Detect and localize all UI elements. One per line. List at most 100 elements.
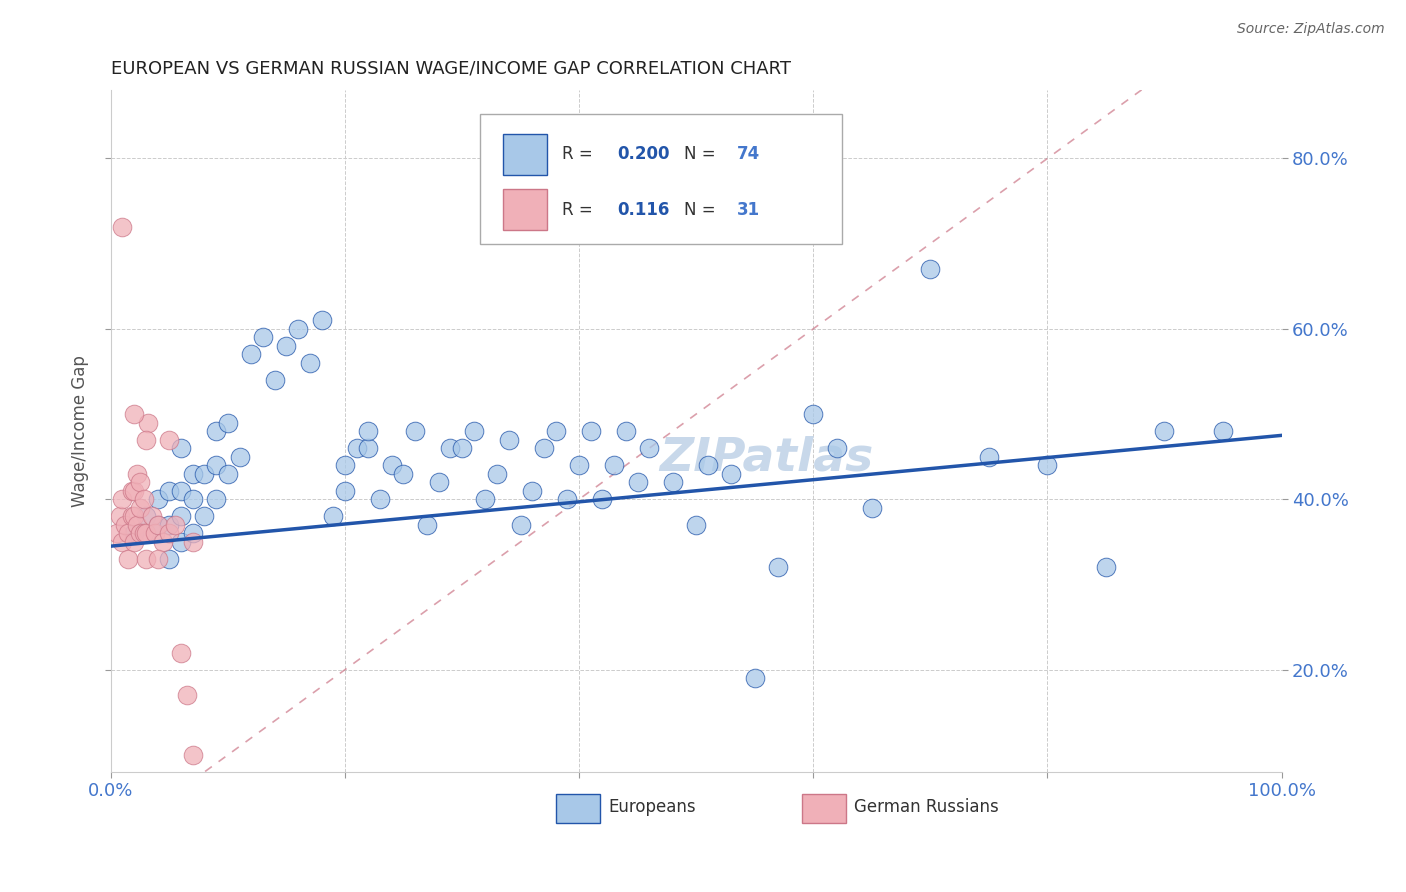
FancyBboxPatch shape xyxy=(503,134,547,175)
Point xyxy=(228,450,250,464)
Point xyxy=(1036,458,1059,473)
Point xyxy=(105,526,128,541)
Point xyxy=(146,517,169,532)
Point xyxy=(205,492,228,507)
Point xyxy=(129,500,152,515)
Point xyxy=(263,373,285,387)
Point xyxy=(322,509,344,524)
Point xyxy=(135,526,157,541)
Point xyxy=(117,552,139,566)
Text: ZIPatlas: ZIPatlas xyxy=(659,436,873,481)
Point xyxy=(157,433,180,447)
Point xyxy=(217,467,239,481)
Point xyxy=(333,483,356,498)
Point xyxy=(661,475,683,490)
Point xyxy=(568,458,591,473)
Point xyxy=(152,535,174,549)
Text: 31: 31 xyxy=(737,201,761,219)
Point xyxy=(557,492,579,507)
Point xyxy=(143,526,166,541)
Point xyxy=(117,526,139,541)
Text: EUROPEAN VS GERMAN RUSSIAN WAGE/INCOME GAP CORRELATION CHART: EUROPEAN VS GERMAN RUSSIAN WAGE/INCOME G… xyxy=(111,60,790,78)
Point xyxy=(825,441,848,455)
Point xyxy=(111,535,134,549)
Point xyxy=(720,467,742,481)
Point xyxy=(181,747,204,762)
Point xyxy=(181,492,204,507)
Point xyxy=(240,347,263,361)
Point xyxy=(157,552,180,566)
Point xyxy=(132,492,155,507)
Point xyxy=(614,424,637,438)
Point xyxy=(533,441,555,455)
Point xyxy=(193,467,215,481)
Point xyxy=(977,450,1000,464)
Point xyxy=(125,517,148,532)
Point xyxy=(170,441,193,455)
Point xyxy=(135,552,157,566)
Point xyxy=(626,475,648,490)
Point xyxy=(193,509,215,524)
Text: German Russians: German Russians xyxy=(855,798,998,816)
Point xyxy=(744,671,766,685)
Point xyxy=(368,492,391,507)
Point xyxy=(170,483,193,498)
Text: N =: N = xyxy=(685,201,727,219)
Point xyxy=(170,509,193,524)
Point xyxy=(603,458,626,473)
Point xyxy=(157,483,180,498)
Point xyxy=(276,339,298,353)
Point xyxy=(357,441,380,455)
Point xyxy=(122,509,145,524)
Point xyxy=(592,492,614,507)
Point xyxy=(252,330,274,344)
Point xyxy=(170,535,193,549)
Point xyxy=(298,356,321,370)
Text: 0.200: 0.200 xyxy=(617,145,671,163)
Point xyxy=(311,313,333,327)
Point xyxy=(135,433,157,447)
Point xyxy=(416,517,439,532)
Point xyxy=(474,492,496,507)
Point xyxy=(381,458,404,473)
Point xyxy=(1153,424,1175,438)
Point xyxy=(544,424,567,438)
FancyBboxPatch shape xyxy=(555,795,600,823)
Point xyxy=(146,492,169,507)
Point xyxy=(125,467,148,481)
Point xyxy=(165,517,187,532)
Point xyxy=(404,424,426,438)
Text: N =: N = xyxy=(685,145,721,163)
Point xyxy=(696,458,718,473)
Text: 74: 74 xyxy=(737,145,761,163)
Point xyxy=(287,322,309,336)
Point xyxy=(860,500,883,515)
Point xyxy=(439,441,461,455)
Point xyxy=(135,509,157,524)
Point xyxy=(176,688,198,702)
Point xyxy=(509,517,531,532)
Point xyxy=(1095,560,1118,574)
Point xyxy=(1212,424,1234,438)
Point xyxy=(766,560,789,574)
Point xyxy=(486,467,509,481)
Point xyxy=(114,517,136,532)
FancyBboxPatch shape xyxy=(801,795,846,823)
Text: Europeans: Europeans xyxy=(609,798,696,816)
Text: 0.116: 0.116 xyxy=(617,201,671,219)
Point xyxy=(451,441,474,455)
Text: R =: R = xyxy=(561,201,603,219)
Text: Source: ZipAtlas.com: Source: ZipAtlas.com xyxy=(1237,22,1385,37)
Point xyxy=(801,407,824,421)
FancyBboxPatch shape xyxy=(503,189,547,230)
Point xyxy=(463,424,485,438)
Point xyxy=(181,467,204,481)
Point xyxy=(132,526,155,541)
Point xyxy=(108,509,131,524)
Point xyxy=(205,458,228,473)
Point xyxy=(141,509,163,524)
Point xyxy=(498,433,520,447)
Point xyxy=(146,517,169,532)
Point xyxy=(122,483,145,498)
Point xyxy=(129,475,152,490)
